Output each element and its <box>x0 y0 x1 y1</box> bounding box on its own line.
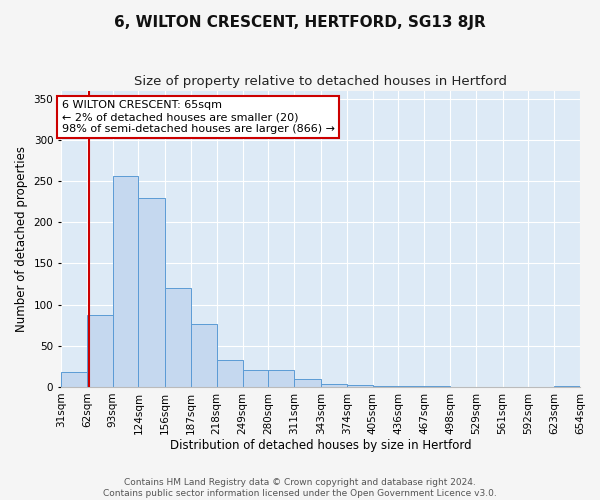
Bar <box>61 372 87 387</box>
X-axis label: Distribution of detached houses by size in Hertford: Distribution of detached houses by size … <box>170 440 471 452</box>
Bar <box>347 386 373 387</box>
Bar <box>242 370 268 387</box>
Bar <box>554 386 580 387</box>
Bar <box>321 384 347 387</box>
Text: Contains HM Land Registry data © Crown copyright and database right 2024.
Contai: Contains HM Land Registry data © Crown c… <box>103 478 497 498</box>
Bar <box>87 314 113 387</box>
Y-axis label: Number of detached properties: Number of detached properties <box>15 146 28 332</box>
Bar <box>268 370 294 387</box>
Bar <box>191 324 217 387</box>
Title: Size of property relative to detached houses in Hertford: Size of property relative to detached ho… <box>134 75 507 88</box>
Bar <box>217 360 242 387</box>
Bar <box>398 386 424 387</box>
Text: 6, WILTON CRESCENT, HERTFORD, SG13 8JR: 6, WILTON CRESCENT, HERTFORD, SG13 8JR <box>114 15 486 30</box>
Bar <box>373 386 398 387</box>
Bar <box>165 288 191 387</box>
Bar <box>424 386 450 387</box>
Bar <box>294 378 321 387</box>
Bar <box>139 198 165 387</box>
Text: 6 WILTON CRESCENT: 65sqm
← 2% of detached houses are smaller (20)
98% of semi-de: 6 WILTON CRESCENT: 65sqm ← 2% of detache… <box>62 100 335 134</box>
Bar <box>113 176 139 387</box>
